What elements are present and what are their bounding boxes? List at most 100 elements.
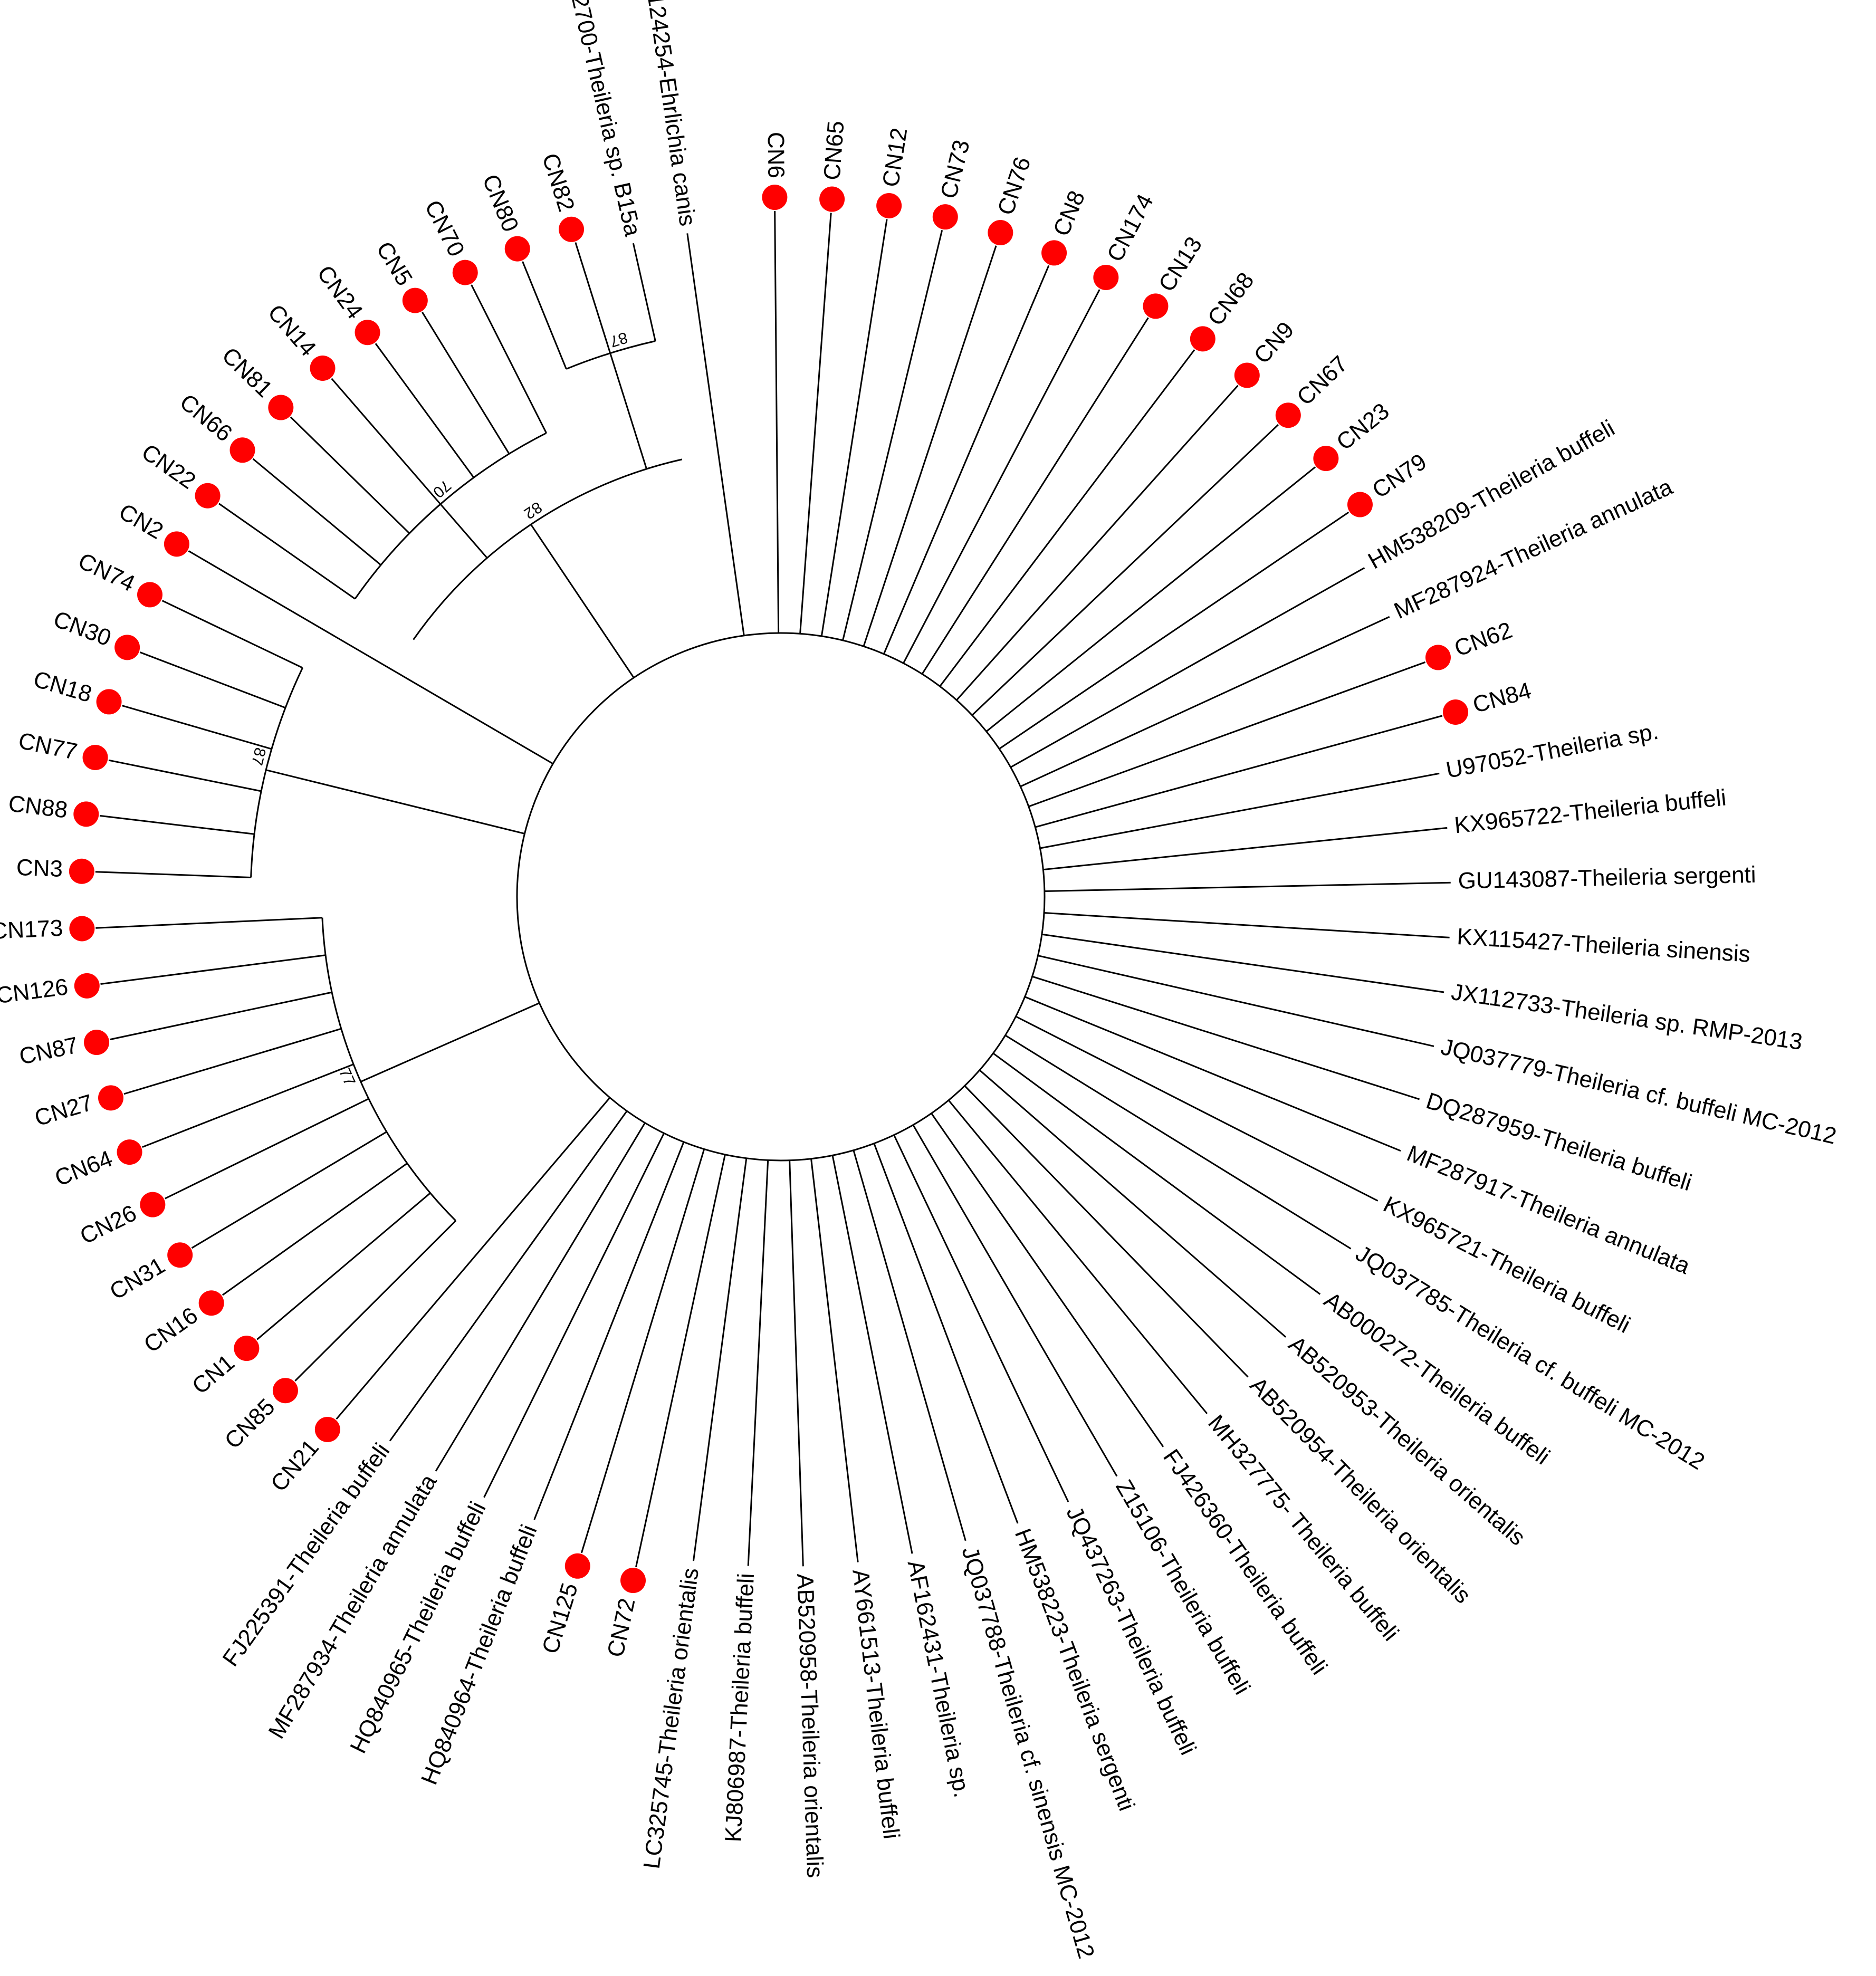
branch-cn8 <box>883 265 1050 655</box>
sample-marker <box>164 531 189 557</box>
branch-ab000272-theileria-buffeli <box>992 1052 1321 1295</box>
leaf-label-cn31: CN31 <box>106 1252 170 1305</box>
leaf-label-fj426360-theileria-buffeli: FJ426360-Theileria buffeli <box>1158 1445 1332 1680</box>
sample-marker <box>69 858 94 884</box>
branch-af162431-theileria-sp <box>831 1155 913 1554</box>
branch-cn125 <box>580 1148 705 1553</box>
branch-cn87 <box>110 991 332 1041</box>
leaf-label-cn174: CN174 <box>1102 190 1159 266</box>
branch-cn1 <box>256 1192 431 1340</box>
branch-z15106-theileria-buffeli <box>912 1124 1118 1477</box>
branch-jx112733-theileria-sp-rmp-2013 <box>1041 933 1444 993</box>
branch-cn72 <box>635 1154 726 1568</box>
branch-kx965722-theileria-buffeli <box>1043 827 1448 871</box>
branch-cn88 <box>99 814 255 835</box>
leaf-label-cn27: CN27 <box>32 1089 96 1131</box>
branch-cn14 <box>331 378 441 505</box>
leaf-label-cn73: CN73 <box>936 137 975 201</box>
sample-marker <box>1347 492 1373 517</box>
leaf-label-cn16: CN16 <box>139 1302 203 1358</box>
branch-cn16 <box>222 1163 408 1296</box>
branch-cn5 <box>422 312 510 455</box>
sample-marker <box>355 320 380 346</box>
leaf-label-cn125: CN125 <box>537 1580 583 1656</box>
leaf-label-cn72: CN72 <box>602 1596 640 1660</box>
leaf-label-cn66: CN66 <box>175 389 237 447</box>
branch-cn21 <box>336 1097 611 1420</box>
sample-marker <box>559 216 585 242</box>
leaf-label-cn67: CN67 <box>1292 351 1353 410</box>
branch-cn81 <box>290 416 410 534</box>
sample-marker <box>564 1553 590 1579</box>
leaf-label-cn22: CN22 <box>137 439 200 494</box>
leaf-label-hq840964-theileria-buffeli: HQ840964-Theileria buffeli <box>416 1521 542 1788</box>
sample-marker <box>1234 362 1260 388</box>
leaf-label-dq124254-ehrlichia-canis: DQ124254-Ehrlichia canis <box>637 0 701 228</box>
leaf-label-cn82: CN82 <box>537 150 579 215</box>
tree-branches <box>95 211 1451 1568</box>
leaf-label-cn76: CN76 <box>993 154 1036 218</box>
leaf-label-cn87: CN87 <box>17 1032 80 1070</box>
branch-cn24 <box>375 343 475 478</box>
leaf-label-kj806987-theileria-buffeli: KJ806987-Theileria buffeli <box>720 1572 759 1843</box>
leaf-label-cn79: CN79 <box>1367 449 1431 504</box>
sample-marker <box>1425 645 1451 670</box>
branch-cn79 <box>999 511 1349 750</box>
branch-ab520953-theileria-orientalis <box>979 1069 1287 1338</box>
branch-ab520954-theileria-orientalis <box>964 1085 1249 1378</box>
branch-cn12 <box>820 219 888 637</box>
leaf-label-cn30: CN30 <box>50 606 115 651</box>
bootstrap-value: 70 <box>429 476 454 501</box>
leaf-label-cn65: CN65 <box>819 120 849 181</box>
branch-cn26 <box>165 1098 369 1200</box>
leaf-label-cn1: CN1 <box>187 1349 240 1399</box>
leaf-label-cn64: CN64 <box>51 1146 116 1192</box>
leaf-label-cn62: CN62 <box>1451 617 1515 662</box>
branch-cn18 <box>122 705 272 750</box>
branch-cn13 <box>921 317 1149 675</box>
branch-cn126 <box>100 954 326 985</box>
clade-stem <box>439 503 488 559</box>
sample-marker <box>198 1290 224 1316</box>
branch-cn9 <box>956 385 1239 701</box>
branch-cn84 <box>1035 715 1443 828</box>
sample-marker <box>272 1378 298 1404</box>
leaf-label-cn21: CN21 <box>266 1435 324 1497</box>
bootstrap-value: 87 <box>248 746 269 767</box>
leaf-label-cn5: CN5 <box>371 237 418 291</box>
leaf-label-cn126: CN126 <box>0 974 70 1009</box>
sample-marker <box>1442 699 1468 725</box>
branch-ab520958-theileria-orientalis <box>789 1160 804 1567</box>
sample-markers <box>69 185 1468 1594</box>
branch-cn62 <box>1028 661 1426 808</box>
leaf-label-z15106-theileria-buffeli: Z15106-Theileria buffeli <box>1111 1475 1255 1699</box>
branch-cn30 <box>139 651 286 709</box>
leaf-label-jx112733-theileria-sp-rmp-2013: JX112733-Theileria sp. RMP-2013 <box>1450 979 1804 1055</box>
leaf-label-cn6: CN6 <box>763 132 789 178</box>
branch-kx115427-theileria-sinensis <box>1044 912 1450 938</box>
sample-marker <box>402 287 428 313</box>
leaf-label-ab520958-theileria-orientalis: AB520958-Theileria orientalis <box>792 1573 828 1878</box>
branch-kj806987-theileria-buffeli <box>747 1160 769 1566</box>
branch-cn27 <box>123 1028 342 1095</box>
leaf-labels: CN6 CN65 CN12 CN73 CN76 CN8 CN174CN13CN68CN9CN… <box>0 0 1839 1961</box>
sample-marker <box>1093 264 1119 290</box>
leaf-label-cn68: CN68 <box>1203 267 1259 330</box>
sample-marker <box>229 437 255 463</box>
leaf-label-cn18: CN18 <box>31 666 95 707</box>
leaf-label-kx965721-theileria-buffeli: KX965721-Theileria buffeli <box>1379 1191 1634 1338</box>
sample-marker <box>1190 326 1215 352</box>
branch-mf287934-theileria-annulata <box>435 1122 646 1472</box>
branch-cn64 <box>142 1063 354 1148</box>
sample-marker <box>310 356 336 381</box>
sample-marker <box>140 1192 166 1217</box>
leaf-label-af162431-theileria-sp: AF162431-Theileria sp. <box>903 1558 975 1800</box>
branch-cn31 <box>191 1131 387 1249</box>
bootstrap-value: 87 <box>608 329 630 350</box>
sample-marker <box>137 582 163 608</box>
branch-fj426360-theileria-buffeli <box>931 1112 1164 1447</box>
leaf-label-ay661513-theileria-buffeli: AY661513-Theileria buffeli <box>847 1568 904 1840</box>
clade-stem <box>360 1002 540 1082</box>
leaf-label-cn26: CN26 <box>76 1200 141 1250</box>
leaf-label-jq037788-theileria-cf-sinensis-mc-2012: JQ037788-Theileria cf. sinensis MC-2012 <box>956 1544 1099 1962</box>
